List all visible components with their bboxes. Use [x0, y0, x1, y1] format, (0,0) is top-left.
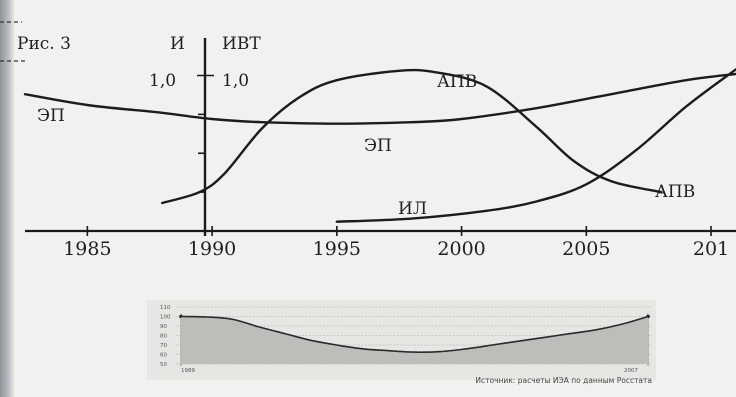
x-tick-label: 2005 — [562, 238, 610, 260]
x-tick-label: 1995 — [313, 238, 361, 260]
left-axis-label: И — [170, 34, 185, 54]
curve-label-ep-mid: ЭП — [364, 136, 392, 156]
inset-start-label: 1989 — [181, 368, 195, 374]
inset-y-tick-label: 70 — [160, 343, 167, 349]
main-chart: Рис. 3 И ИВТ 1,0 1,0 1985 1990 1995 2000 200… — [17, 34, 736, 260]
curve-label-apv-top: АПВ — [437, 72, 477, 92]
inset-y-tick-label: 110 — [160, 305, 171, 311]
curve-label-apv-right: АПВ — [655, 182, 695, 202]
inset-y-tick-label: 80 — [160, 334, 167, 340]
inset-area — [181, 316, 648, 364]
inset-line — [180, 315, 649, 353]
series-line — [23, 72, 736, 125]
x-tick-label: 1985 — [63, 238, 111, 260]
inset-y-tick-label: 50 — [160, 362, 167, 368]
x-ticks: 1985 1990 1995 2000 2005 201 — [63, 226, 729, 260]
series-line — [161, 68, 663, 205]
series-lines — [23, 68, 736, 223]
x-tick-label: 201 — [693, 238, 729, 260]
right-axis-label: ИВТ — [222, 34, 261, 54]
inset-source: Источник: расчеты ИЭА по данным Росстата — [475, 376, 652, 385]
curve-label-ep-left: ЭП — [37, 106, 65, 126]
left-tick-label: 1,0 — [149, 71, 176, 91]
x-tick-label: 2000 — [437, 238, 485, 260]
series-line — [335, 68, 736, 223]
inset-end-label: 2007 — [624, 368, 638, 374]
inset-chart: 50 60 70 80 90 100 110 1989 2007 Источник: рас… — [147, 300, 656, 385]
inset-y-tick-label: 60 — [160, 353, 167, 359]
x-tick-label: 1990 — [188, 238, 236, 260]
figure-label: Рис. 3 — [17, 34, 71, 54]
inset-y-tick-label: 90 — [160, 324, 167, 330]
inset-y-tick-label: 100 — [160, 315, 171, 321]
right-tick-label: 1,0 — [222, 71, 249, 91]
curve-label-il: ИЛ — [398, 199, 427, 219]
page-edge-shadow — [0, 0, 14, 397]
